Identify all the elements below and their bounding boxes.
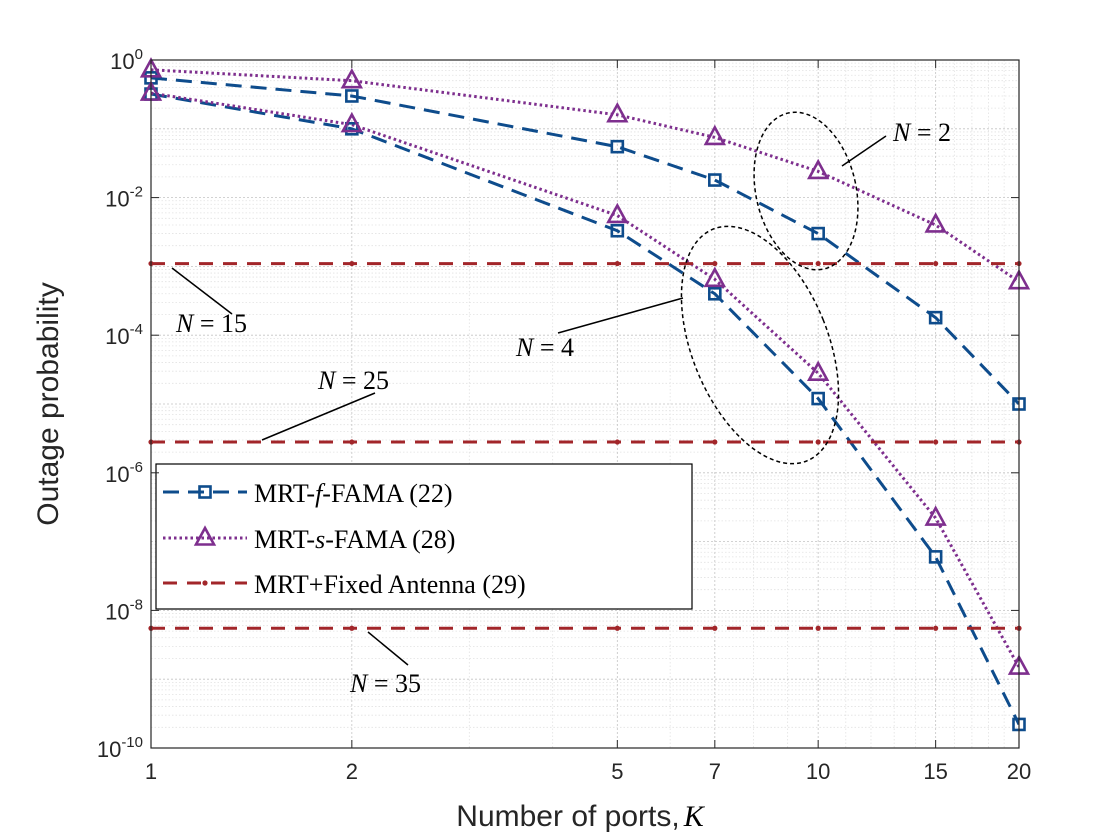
series-line-3: [151, 91, 1019, 668]
y-tick-label: 10-6: [105, 459, 143, 487]
n35-leader-line: [367, 631, 409, 666]
y-tick-label: 10-8: [105, 596, 143, 624]
legend-swatches: [163, 485, 247, 586]
annotation-labels: N = 2 N = 4 N = 15 N = 25 N = 35: [175, 118, 951, 698]
data-point-s6-4: [815, 625, 821, 631]
x-tick-label: 1: [145, 759, 157, 784]
series-line-0: [151, 76, 1019, 406]
plot-frame: [150, 59, 1020, 749]
data-point-s6-3: [712, 625, 718, 631]
data-point-s2-2: [610, 223, 625, 238]
x-tick-label: 5: [611, 759, 623, 784]
x-tick-label: 2: [346, 759, 358, 784]
data-point-s1-1: [340, 67, 364, 89]
data-point-s2-1: [345, 122, 359, 136]
n2-leader-line: [841, 135, 887, 167]
data-point-s2-5: [928, 550, 943, 564]
data-point-s5-1: [349, 439, 355, 445]
data-point-s3-2: [606, 202, 629, 224]
annotation-shapes: [171, 111, 887, 666]
data-point-s3-1: [340, 111, 364, 133]
axis-ticks: [150, 59, 1020, 749]
series-line-2: [151, 92, 1019, 726]
legend-label-s-fama: MRT-s-FAMA (28): [254, 525, 455, 554]
data-point-s3-3: [703, 266, 727, 288]
data-point-s0-1: [345, 89, 359, 103]
y-axis-title: Outage probability: [32, 282, 65, 526]
data-point-s6-2: [614, 625, 620, 631]
y-tick-label: 100: [110, 46, 143, 74]
data-point-s4-4: [815, 260, 821, 267]
legend-box: [155, 463, 693, 610]
data-point-s2-3: [708, 286, 722, 301]
annotation-n35: N = 35: [349, 669, 421, 698]
data-point-s0-3: [708, 173, 722, 187]
series-line-1: [151, 68, 1019, 283]
legend-swatch-marker-f: [198, 485, 212, 499]
n4-ellipse: [680, 225, 840, 465]
data-point-s5-4: [815, 439, 821, 445]
legend-label-f-fama: MRT-f-FAMA (22): [254, 479, 453, 508]
data-point-s0-2: [610, 139, 625, 154]
n4-leader-line: [557, 297, 684, 334]
data-point-s3-5: [924, 505, 947, 526]
n2-ellipse: [753, 111, 859, 271]
y-tick-label: 10-4: [105, 321, 143, 349]
n15-leader-line: [171, 267, 233, 315]
data-point-s1-4: [806, 158, 830, 180]
data-point-s3-4: [806, 360, 830, 382]
annotation-n25: N = 25: [317, 366, 389, 395]
x-tick-label: 7: [709, 759, 721, 784]
data-point-s0-5: [928, 310, 943, 325]
tick-labels: 1 2 5 7 10 15 20 100 10-2 10-4 10-6 10-8 10-10: [97, 46, 1031, 784]
annotation-n2: N = 2: [892, 118, 951, 147]
y-tick-label: 10-10: [97, 734, 143, 762]
legend-swatch-marker-fixed: [202, 580, 208, 586]
data-point-s5-3: [712, 439, 718, 445]
annotation-n4: N = 4: [515, 333, 574, 362]
data-point-s6-1: [349, 625, 355, 631]
data-point-s4-3: [712, 260, 718, 267]
legend: MRT-f-FAMA (22) MRT-s-FAMA (28) MRT+Fixe…: [155, 463, 693, 610]
data-point-s5-5: [933, 439, 939, 445]
data-point-s1-2: [606, 102, 629, 123]
data-point-s1-5: [924, 212, 947, 233]
x-axis-title: Number of ports, K: [456, 800, 705, 833]
y-tick-label: 10-2: [105, 184, 143, 212]
x-tick-label: 10: [806, 759, 830, 784]
data-point-s1-3: [703, 124, 727, 146]
data-point-s4-5: [933, 260, 939, 267]
data-point-s4-1: [349, 260, 355, 267]
annotation-n15: N = 15: [175, 309, 247, 338]
legend-label-fixed-antenna: MRT+Fixed Antenna (29): [254, 570, 526, 599]
data-point-s2-4: [811, 391, 825, 406]
n25-leader-line: [261, 392, 376, 441]
x-tick-label: 20: [1007, 759, 1031, 784]
x-tick-label: 15: [923, 759, 947, 784]
legend-swatch-marker-s: [193, 525, 217, 546]
data-point-s4-2: [614, 260, 620, 267]
data-point-s0-4: [811, 226, 825, 241]
data-point-s6-5: [933, 625, 939, 631]
data-point-s5-2: [614, 439, 620, 445]
